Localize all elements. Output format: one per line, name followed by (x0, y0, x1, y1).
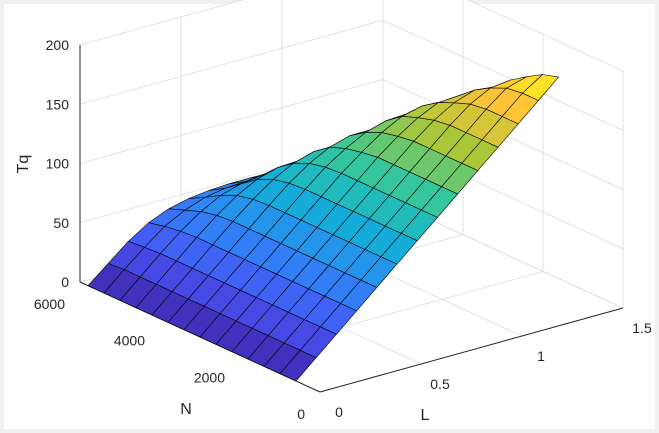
tq-tick-label: 50 (53, 215, 69, 231)
grid-line-tq (79, 0, 624, 72)
tq-tick-label: 150 (46, 96, 70, 112)
x-axis-label: L (421, 407, 430, 424)
back-pane-l (383, 0, 623, 308)
n-tick-label: 4000 (114, 333, 145, 349)
tick-labels: 0 0.5 1 1.5 0 2000 4000 6000 0 50 100 150 200 (34, 37, 652, 422)
grid-line-tq (79, 78, 624, 190)
n-tick-label: 0 (297, 406, 305, 422)
n-tick-label: 6000 (34, 296, 65, 312)
tq-tick-label: 200 (46, 37, 70, 53)
l-tick-label: 0 (335, 404, 343, 420)
y-axis-label: N (180, 401, 192, 418)
l-tick-label: 1.5 (632, 320, 652, 336)
n-tick-label: 2000 (194, 369, 225, 385)
z-axis-label: Tq (15, 155, 32, 174)
l-tick-label: 1 (537, 348, 545, 364)
l-axis-line (319, 307, 624, 393)
tq-tick-label: 0 (61, 274, 69, 290)
surface (87, 74, 559, 382)
l-tick-label: 0.5 (430, 376, 450, 392)
surface-patch (279, 349, 317, 382)
tq-tick-label: 100 (46, 156, 70, 172)
